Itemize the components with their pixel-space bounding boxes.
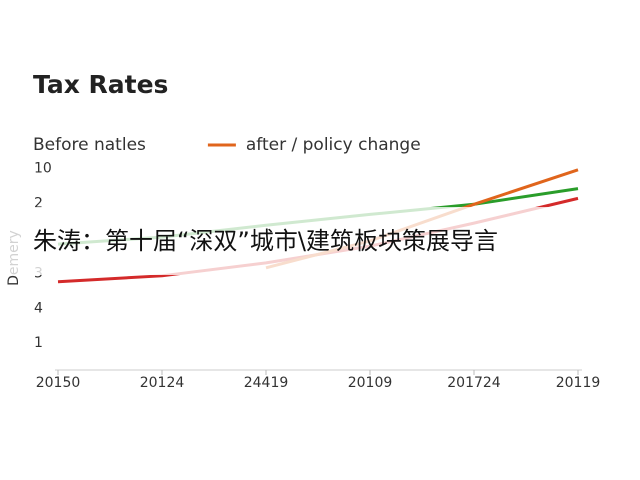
legend-label: after / policy change [246,135,421,155]
x-tick-label: 201724 [447,375,501,391]
x-tick-label: 20124 [140,375,185,391]
banner-text: 朱涛：第十届“深双”城市\建筑板块策展导言 [33,227,498,255]
chart-title: Tax Rates [33,70,168,99]
y-tick-label: 10 [34,161,52,177]
y-tick-label: 1 [34,335,43,351]
x-tick-label: 24419 [244,375,289,391]
x-tick-label: 20150 [36,375,81,391]
x-tick-label: 20109 [348,375,393,391]
banner-background [0,207,640,275]
y-tick-label: 2 [34,196,43,212]
legend-label: Before natles [33,135,146,155]
x-tick-label: 20119 [556,375,601,391]
y-tick-label: 4 [34,300,43,316]
